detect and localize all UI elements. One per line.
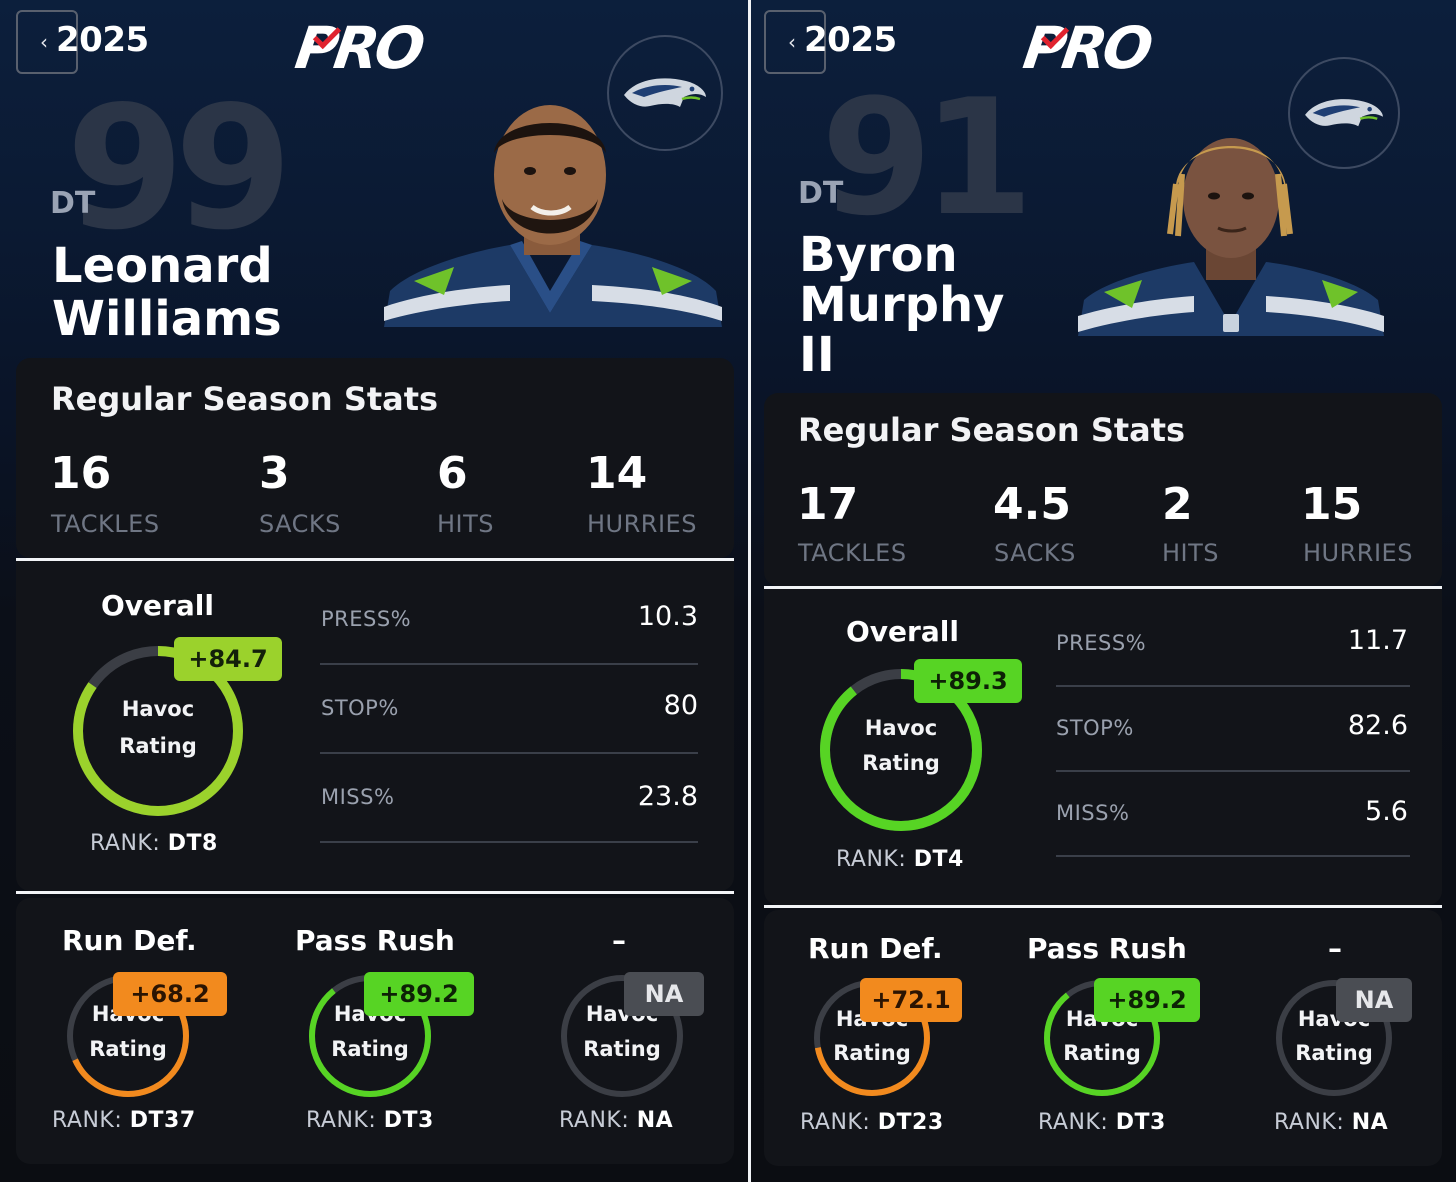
metric-miss-value: 5.6 [1365, 796, 1408, 827]
stat-sacks-value: 4.5 [993, 479, 1071, 530]
pass-rush-grade-badge: +89.2 [364, 972, 474, 1016]
pass-rush-title: Pass Rush [1027, 932, 1187, 965]
sub-ratings-card: Run Def. Havoc Rating +68.2 RANK: DT37 P… [16, 898, 734, 1164]
stat-sacks-label: SACKS [994, 539, 1076, 567]
seahawks-logo-icon [624, 78, 706, 107]
player-name: Leonard Williams [52, 238, 282, 347]
stat-hits-value: 2 [1162, 479, 1193, 530]
back-button[interactable]: ‹ [16, 10, 78, 74]
seahawks-logo-icon [1305, 99, 1383, 127]
stat-tackles-label: TACKLES [51, 510, 160, 538]
pass-rush-grade-badge: +89.2 [1094, 978, 1200, 1022]
third-rating-rank: RANK: NA [1274, 1110, 1389, 1135]
section-divider [764, 586, 1442, 589]
season-year: 2025 [56, 20, 149, 60]
player-position: DT [50, 186, 96, 221]
pass-rush-title: Pass Rush [295, 924, 455, 957]
third-rating-rank: RANK: NA [559, 1108, 674, 1133]
season-year: 2025 [804, 20, 897, 60]
section-divider [16, 558, 734, 561]
overall-rating-card: Overall Havoc Rating +84.7 RANK: DT8 PRE… [16, 561, 734, 891]
player-position: DT [798, 176, 844, 211]
panel-divider [748, 0, 751, 1182]
metric-press-value: 11.7 [1347, 625, 1408, 656]
player-headshot-image [1078, 138, 1384, 336]
section-divider [16, 891, 734, 894]
player-card-left: ‹ 2025 PRO 99 DT Leonard Williams [0, 0, 748, 1182]
overall-havoc-ring [820, 669, 982, 831]
team-logo-button[interactable] [607, 35, 723, 151]
overall-havoc-ring [73, 646, 243, 816]
metric-divider [320, 752, 698, 754]
metric-divider [1056, 855, 1410, 857]
stat-hurries-value: 14 [586, 448, 648, 499]
third-rating-grade-badge: NA [624, 972, 704, 1016]
metric-stop-value: 80 [663, 690, 698, 721]
regular-season-stats-card: Regular Season Stats 16 TACKLES 3 SACKS … [16, 358, 734, 558]
run-def-grade-badge: +68.2 [113, 972, 227, 1016]
third-rating-grade-badge: NA [1336, 978, 1412, 1022]
stat-hurries-label: HURRIES [1303, 539, 1413, 567]
chevron-left-icon: ‹ [788, 30, 796, 54]
chevron-left-icon: ‹ [40, 30, 48, 54]
metric-press-label: PRESS% [321, 607, 412, 631]
metric-divider [1056, 770, 1410, 772]
stat-hurries-label: HURRIES [587, 510, 697, 538]
metric-miss-value: 23.8 [637, 781, 698, 812]
metric-divider [320, 663, 698, 665]
stat-tackles-value: 17 [797, 479, 859, 530]
metric-press-label: PRESS% [1056, 631, 1147, 655]
overall-ring-label: Havoc Rating [119, 697, 197, 758]
back-button[interactable]: ‹ [764, 10, 826, 74]
regular-season-stats-card: Regular Season Stats 17 TACKLES 4.5 SACK… [764, 393, 1442, 586]
run-def-grade-badge: +72.1 [860, 978, 962, 1022]
stat-hits-label: HITS [437, 510, 495, 538]
stat-hits-value: 6 [437, 448, 468, 499]
run-def-title: Run Def. [808, 932, 943, 965]
pass-rush-rank: RANK: DT3 [306, 1108, 434, 1133]
stat-tackles-label: TACKLES [798, 539, 907, 567]
metric-stop-label: STOP% [1056, 716, 1134, 740]
team-logo-button[interactable] [1288, 57, 1400, 169]
run-def-ring-label: Havoc Rating [89, 1002, 167, 1061]
run-def-rank: RANK: DT37 [52, 1108, 196, 1133]
metric-stop-value: 82.6 [1347, 710, 1408, 741]
stat-hits-label: HITS [1162, 539, 1220, 567]
metric-divider [320, 841, 698, 843]
third-rating-title: – [1328, 932, 1342, 965]
metric-stop-label: STOP% [321, 696, 399, 720]
stat-sacks-label: SACKS [259, 510, 341, 538]
overall-rank: RANK: DT4 [836, 847, 964, 872]
stat-tackles-value: 16 [50, 448, 112, 499]
overall-grade-badge: +84.7 [174, 637, 282, 681]
run-def-rank: RANK: DT23 [800, 1110, 944, 1135]
metric-divider [1056, 685, 1410, 687]
stats-title: Regular Season Stats [798, 411, 1186, 449]
stat-sacks-value: 3 [259, 448, 290, 499]
overall-rating-card: Overall Havoc Rating +89.3 RANK: DT4 PRE… [764, 589, 1442, 905]
pass-rush-rank: RANK: DT3 [1038, 1110, 1166, 1135]
stats-title: Regular Season Stats [51, 380, 439, 418]
overall-label: Overall [846, 615, 959, 648]
metric-press-value: 10.3 [637, 601, 698, 632]
overall-rank: RANK: DT8 [90, 831, 218, 856]
stat-hurries-value: 15 [1301, 479, 1363, 530]
player-name: Byron Murphy II [799, 227, 1005, 383]
third-rating-ring [1276, 980, 1392, 1096]
jersey-number: 99 [66, 70, 293, 268]
section-divider [764, 905, 1442, 908]
overall-label: Overall [101, 589, 214, 622]
metric-miss-label: MISS% [1056, 801, 1130, 825]
sub-ratings-card: Run Def. Havoc Rating +72.1 RANK: DT23 P… [764, 910, 1442, 1166]
player-card-right: ‹ 2025 PRO 91 DT Byron Murphy II [751, 0, 1456, 1182]
overall-grade-badge: +89.3 [914, 659, 1022, 703]
third-rating-ring [561, 975, 683, 1097]
jersey-number: 91 [821, 64, 1034, 251]
overall-ring-label: Havoc Rating [862, 716, 940, 775]
metric-miss-label: MISS% [321, 785, 395, 809]
player-headshot-image [384, 105, 722, 327]
third-rating-title: – [612, 924, 626, 957]
run-def-title: Run Def. [62, 924, 197, 957]
